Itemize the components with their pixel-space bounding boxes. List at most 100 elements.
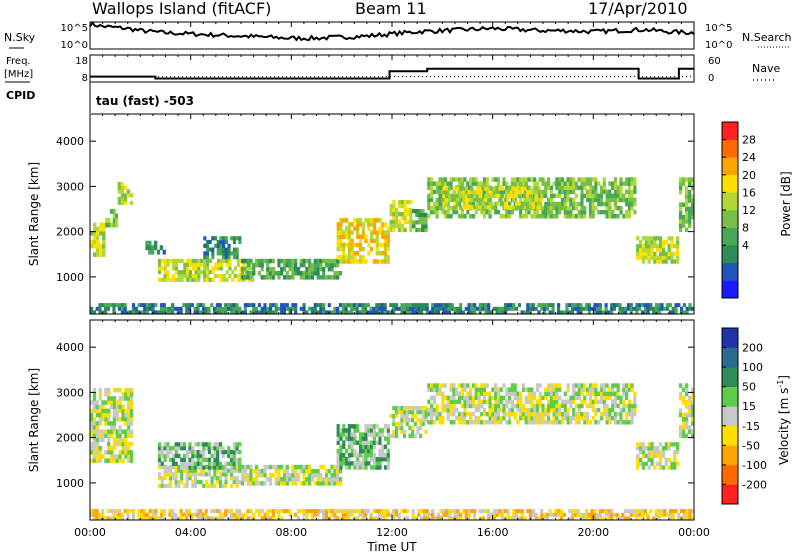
scatter-cell bbox=[443, 214, 448, 219]
scatter-cell bbox=[654, 306, 659, 311]
scatter-cell bbox=[619, 177, 623, 182]
scatter-cell bbox=[112, 421, 117, 426]
scatter-cell bbox=[205, 247, 209, 252]
scatter-cell bbox=[636, 236, 640, 241]
scatter-cell bbox=[372, 457, 376, 462]
colorbar-frame bbox=[721, 327, 739, 505]
scatter-cell bbox=[188, 277, 193, 282]
scatter-cell bbox=[419, 406, 423, 411]
scatter-cell bbox=[345, 255, 349, 260]
scatter-cell bbox=[639, 446, 643, 451]
scatter-cell bbox=[364, 310, 368, 315]
scatter-cell bbox=[480, 197, 484, 203]
scatter-cell bbox=[664, 259, 668, 264]
scatter-cell bbox=[688, 395, 692, 401]
scatter-cell bbox=[238, 465, 242, 470]
scatter-cell bbox=[243, 464, 247, 470]
scatter-cell bbox=[535, 415, 540, 421]
scatter-cell bbox=[608, 205, 612, 211]
scatter-cell bbox=[199, 468, 203, 473]
scatter-cell bbox=[117, 200, 122, 205]
scatter-cell bbox=[506, 303, 510, 308]
scatter-cell bbox=[271, 464, 275, 470]
scatter-cell bbox=[639, 243, 643, 249]
scatter-cell bbox=[587, 516, 591, 521]
scatter-cell bbox=[199, 303, 203, 308]
scatter-cell bbox=[166, 258, 170, 263]
scatter-cell bbox=[200, 262, 204, 267]
scatter-cell bbox=[619, 197, 623, 203]
scatter-cell bbox=[143, 516, 147, 521]
scatter-cell bbox=[406, 303, 410, 308]
scatter-cell bbox=[484, 201, 488, 206]
scatter-cell bbox=[535, 420, 540, 425]
colorbar-segment bbox=[722, 262, 738, 281]
scatter-cell bbox=[299, 275, 303, 280]
scatter-cell bbox=[551, 306, 555, 311]
scatter-cell bbox=[580, 193, 584, 199]
scatter-cell bbox=[599, 383, 604, 388]
scatter-cell bbox=[241, 512, 245, 517]
scatter-cell bbox=[469, 411, 473, 417]
scatter-cell bbox=[344, 310, 348, 315]
scatter-cell bbox=[430, 193, 434, 199]
scatter-cell bbox=[653, 243, 657, 249]
scatter-cell bbox=[641, 453, 646, 459]
scatter-cell bbox=[151, 512, 155, 517]
scatter-cell bbox=[516, 403, 520, 409]
scatter-cell bbox=[403, 433, 407, 439]
scatter-cell bbox=[597, 193, 601, 199]
scatter-cell bbox=[355, 310, 359, 315]
scatter-cell bbox=[316, 477, 320, 482]
scatter-cell bbox=[502, 395, 506, 401]
scatter-cell bbox=[232, 479, 236, 485]
scatter-cell bbox=[96, 239, 100, 245]
scatter-cell bbox=[285, 472, 289, 478]
scatter-cell bbox=[173, 516, 178, 521]
scatter-cell bbox=[92, 396, 97, 401]
scatter-cell bbox=[627, 209, 631, 215]
scatter-cell bbox=[213, 483, 217, 488]
scatter-cell bbox=[557, 306, 561, 311]
scatter-cell bbox=[534, 190, 538, 195]
scatter-cell bbox=[560, 205, 565, 211]
scatter-cell bbox=[552, 403, 556, 409]
scatter-cell bbox=[544, 387, 548, 392]
scatter-cell bbox=[537, 205, 541, 210]
scatter-cell bbox=[558, 407, 562, 413]
scatter-cell bbox=[367, 226, 371, 231]
scatter-cell bbox=[179, 306, 183, 311]
scatter-cell bbox=[319, 266, 323, 272]
scatter-cell bbox=[383, 234, 388, 239]
scatter-cell bbox=[688, 509, 692, 514]
scatter-cell bbox=[441, 395, 445, 401]
scatter-cell bbox=[421, 216, 425, 221]
scatter-cell bbox=[639, 442, 643, 447]
scatter-cell bbox=[129, 412, 134, 418]
scatter-cell bbox=[296, 477, 301, 482]
scatter-cell bbox=[602, 391, 606, 396]
scatter-cell bbox=[540, 516, 544, 521]
scatter-cell bbox=[565, 310, 569, 315]
scatter-cell bbox=[460, 181, 464, 186]
scatter-cell bbox=[367, 218, 371, 223]
scatter-cell bbox=[613, 193, 617, 199]
scatter-cell bbox=[533, 395, 537, 401]
scatter-cell bbox=[501, 310, 505, 315]
scatter-cell bbox=[176, 306, 180, 311]
scatter-cell bbox=[190, 303, 194, 308]
scatter-cell bbox=[678, 181, 683, 187]
scatter-cell bbox=[246, 258, 250, 264]
scatter-cell bbox=[421, 220, 425, 225]
scatter-cell bbox=[670, 442, 674, 447]
scatter-cell bbox=[333, 258, 337, 264]
scatter-cell bbox=[450, 193, 454, 199]
scatter-cell bbox=[280, 477, 284, 482]
scatter-cell bbox=[485, 383, 489, 388]
scatter-cell bbox=[403, 211, 407, 217]
scatter-cell bbox=[232, 255, 236, 260]
scatter-cell bbox=[280, 303, 284, 308]
scatter-cell bbox=[582, 306, 586, 311]
scatter-cell bbox=[188, 262, 193, 267]
scatter-cell bbox=[613, 177, 617, 182]
